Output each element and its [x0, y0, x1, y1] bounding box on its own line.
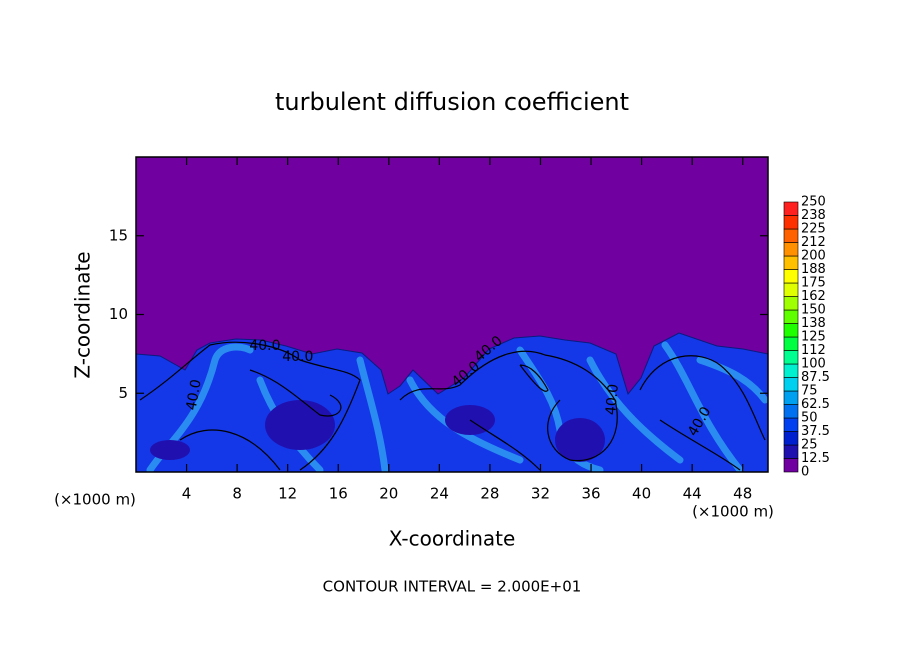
- contour-label: 40.0: [249, 338, 280, 354]
- colorbar-label: 37.5: [801, 424, 830, 439]
- colorbar-label: 188: [801, 262, 826, 277]
- colorbar-label: 100: [801, 357, 826, 372]
- colorbar-box: [783, 269, 799, 284]
- colorbar-label: 87.5: [801, 370, 830, 385]
- colorbar-label: 112: [801, 343, 826, 358]
- contour-lines: [139, 341, 766, 471]
- x-tick-label: 4: [182, 485, 192, 503]
- colorbar-box: [783, 377, 799, 392]
- x-unit-left: (×1000 m): [54, 491, 136, 509]
- colorbar-box: [783, 282, 799, 297]
- colorbar-label: 12.5: [801, 451, 830, 466]
- colorbar-box: [783, 201, 799, 216]
- x-axis-label: X-coordinate: [389, 527, 516, 551]
- x-tick-label: 48: [733, 485, 752, 503]
- x-tick-label: 16: [329, 485, 348, 503]
- colorbar-label: 50: [801, 411, 818, 426]
- colorbar: 012.52537.55062.57587.510011212513815016…: [783, 195, 830, 480]
- colorbar-box: [783, 417, 799, 432]
- colorbar-box: [783, 309, 799, 324]
- colorbar-label: 200: [801, 249, 826, 264]
- x-tick-label: 36: [581, 485, 600, 503]
- colorbar-label: 250: [801, 195, 826, 210]
- colorbar-label: 175: [801, 276, 826, 291]
- colorbar-box: [783, 242, 799, 257]
- colorbar-label: 225: [801, 222, 826, 237]
- colorbar-box: [783, 444, 799, 459]
- colorbar-label: 238: [801, 208, 826, 223]
- colorbar-box: [783, 404, 799, 419]
- colorbar-label: 125: [801, 330, 826, 345]
- field: 40.040.040.040.040.040.040.0: [136, 157, 768, 472]
- colorbar-box: [783, 228, 799, 243]
- x-tick-label: 20: [379, 485, 398, 503]
- y-tick-label: 15: [109, 226, 128, 244]
- y-tick-label: 10: [109, 305, 128, 323]
- colorbar-label: 0: [801, 465, 809, 480]
- colorbar-box: [783, 458, 799, 473]
- colorbar-box: [783, 390, 799, 405]
- contour-label: 40.0: [282, 349, 313, 365]
- colorbar-box: [783, 296, 799, 311]
- x-tick-label: 24: [430, 485, 449, 503]
- x-tick-label: 44: [683, 485, 702, 503]
- colorbar-box: [783, 431, 799, 446]
- x-tick-label: 8: [232, 485, 242, 503]
- y-tick-label: 5: [118, 384, 128, 402]
- colorbar-label: 150: [801, 303, 826, 318]
- contour-label: 40.0: [603, 383, 622, 415]
- contour-label: 40.0: [184, 378, 205, 411]
- colorbar-label: 212: [801, 235, 826, 250]
- colorbar-label: 25: [801, 438, 818, 453]
- colorbar-box: [783, 350, 799, 365]
- colorbar-box: [783, 363, 799, 378]
- footer-note: CONTOUR INTERVAL = 2.000E+01: [323, 578, 582, 596]
- x-tick-label: 32: [531, 485, 550, 503]
- chart-title: turbulent diffusion coefficient: [275, 88, 629, 116]
- x-tick-label: 28: [480, 485, 499, 503]
- x-tick-label: 40: [632, 485, 651, 503]
- colorbar-box: [783, 336, 799, 351]
- x-unit-right: (×1000 m): [692, 503, 774, 521]
- colorbar-box: [783, 215, 799, 230]
- colorbar-box: [783, 255, 799, 270]
- y-axis-label: Z-coordinate: [71, 251, 95, 378]
- colorbar-label: 162: [801, 289, 826, 304]
- colorbar-label: 62.5: [801, 397, 830, 412]
- x-tick-label: 12: [278, 485, 297, 503]
- colorbar-label: 75: [801, 384, 818, 399]
- colorbar-label: 138: [801, 316, 826, 331]
- colorbar-box: [783, 323, 799, 338]
